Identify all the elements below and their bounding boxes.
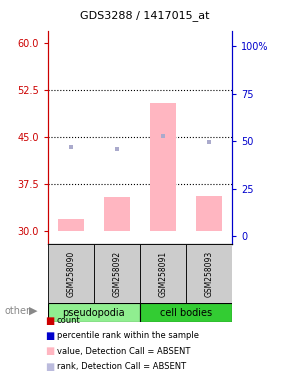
Text: value, Detection Call = ABSENT: value, Detection Call = ABSENT (57, 347, 190, 356)
Text: pseudopodia: pseudopodia (63, 308, 125, 318)
Bar (186, 244, 232, 303)
Text: GSM258091: GSM258091 (158, 251, 167, 297)
Bar (104, 197, 130, 231)
Text: GSM258092: GSM258092 (113, 251, 122, 297)
Text: GDS3288 / 1417015_at: GDS3288 / 1417015_at (80, 10, 210, 21)
Bar (94, 244, 140, 303)
Text: ■: ■ (45, 346, 54, 356)
Text: ■: ■ (45, 362, 54, 372)
Text: GSM258090: GSM258090 (66, 251, 75, 297)
Text: ■: ■ (45, 331, 54, 341)
Text: GSM258093: GSM258093 (204, 251, 213, 297)
Text: ▶: ▶ (29, 306, 38, 316)
Text: rank, Detection Call = ABSENT: rank, Detection Call = ABSENT (57, 362, 186, 371)
Bar (48, 303, 140, 322)
Bar (196, 195, 222, 231)
Text: percentile rank within the sample: percentile rank within the sample (57, 331, 199, 341)
Bar (150, 103, 176, 231)
Bar (58, 219, 84, 231)
Bar (140, 244, 186, 303)
Text: cell bodies: cell bodies (160, 308, 212, 318)
Bar (48, 244, 94, 303)
Bar (140, 303, 232, 322)
Text: ■: ■ (45, 316, 54, 326)
Text: other: other (4, 306, 30, 316)
Text: count: count (57, 316, 80, 325)
